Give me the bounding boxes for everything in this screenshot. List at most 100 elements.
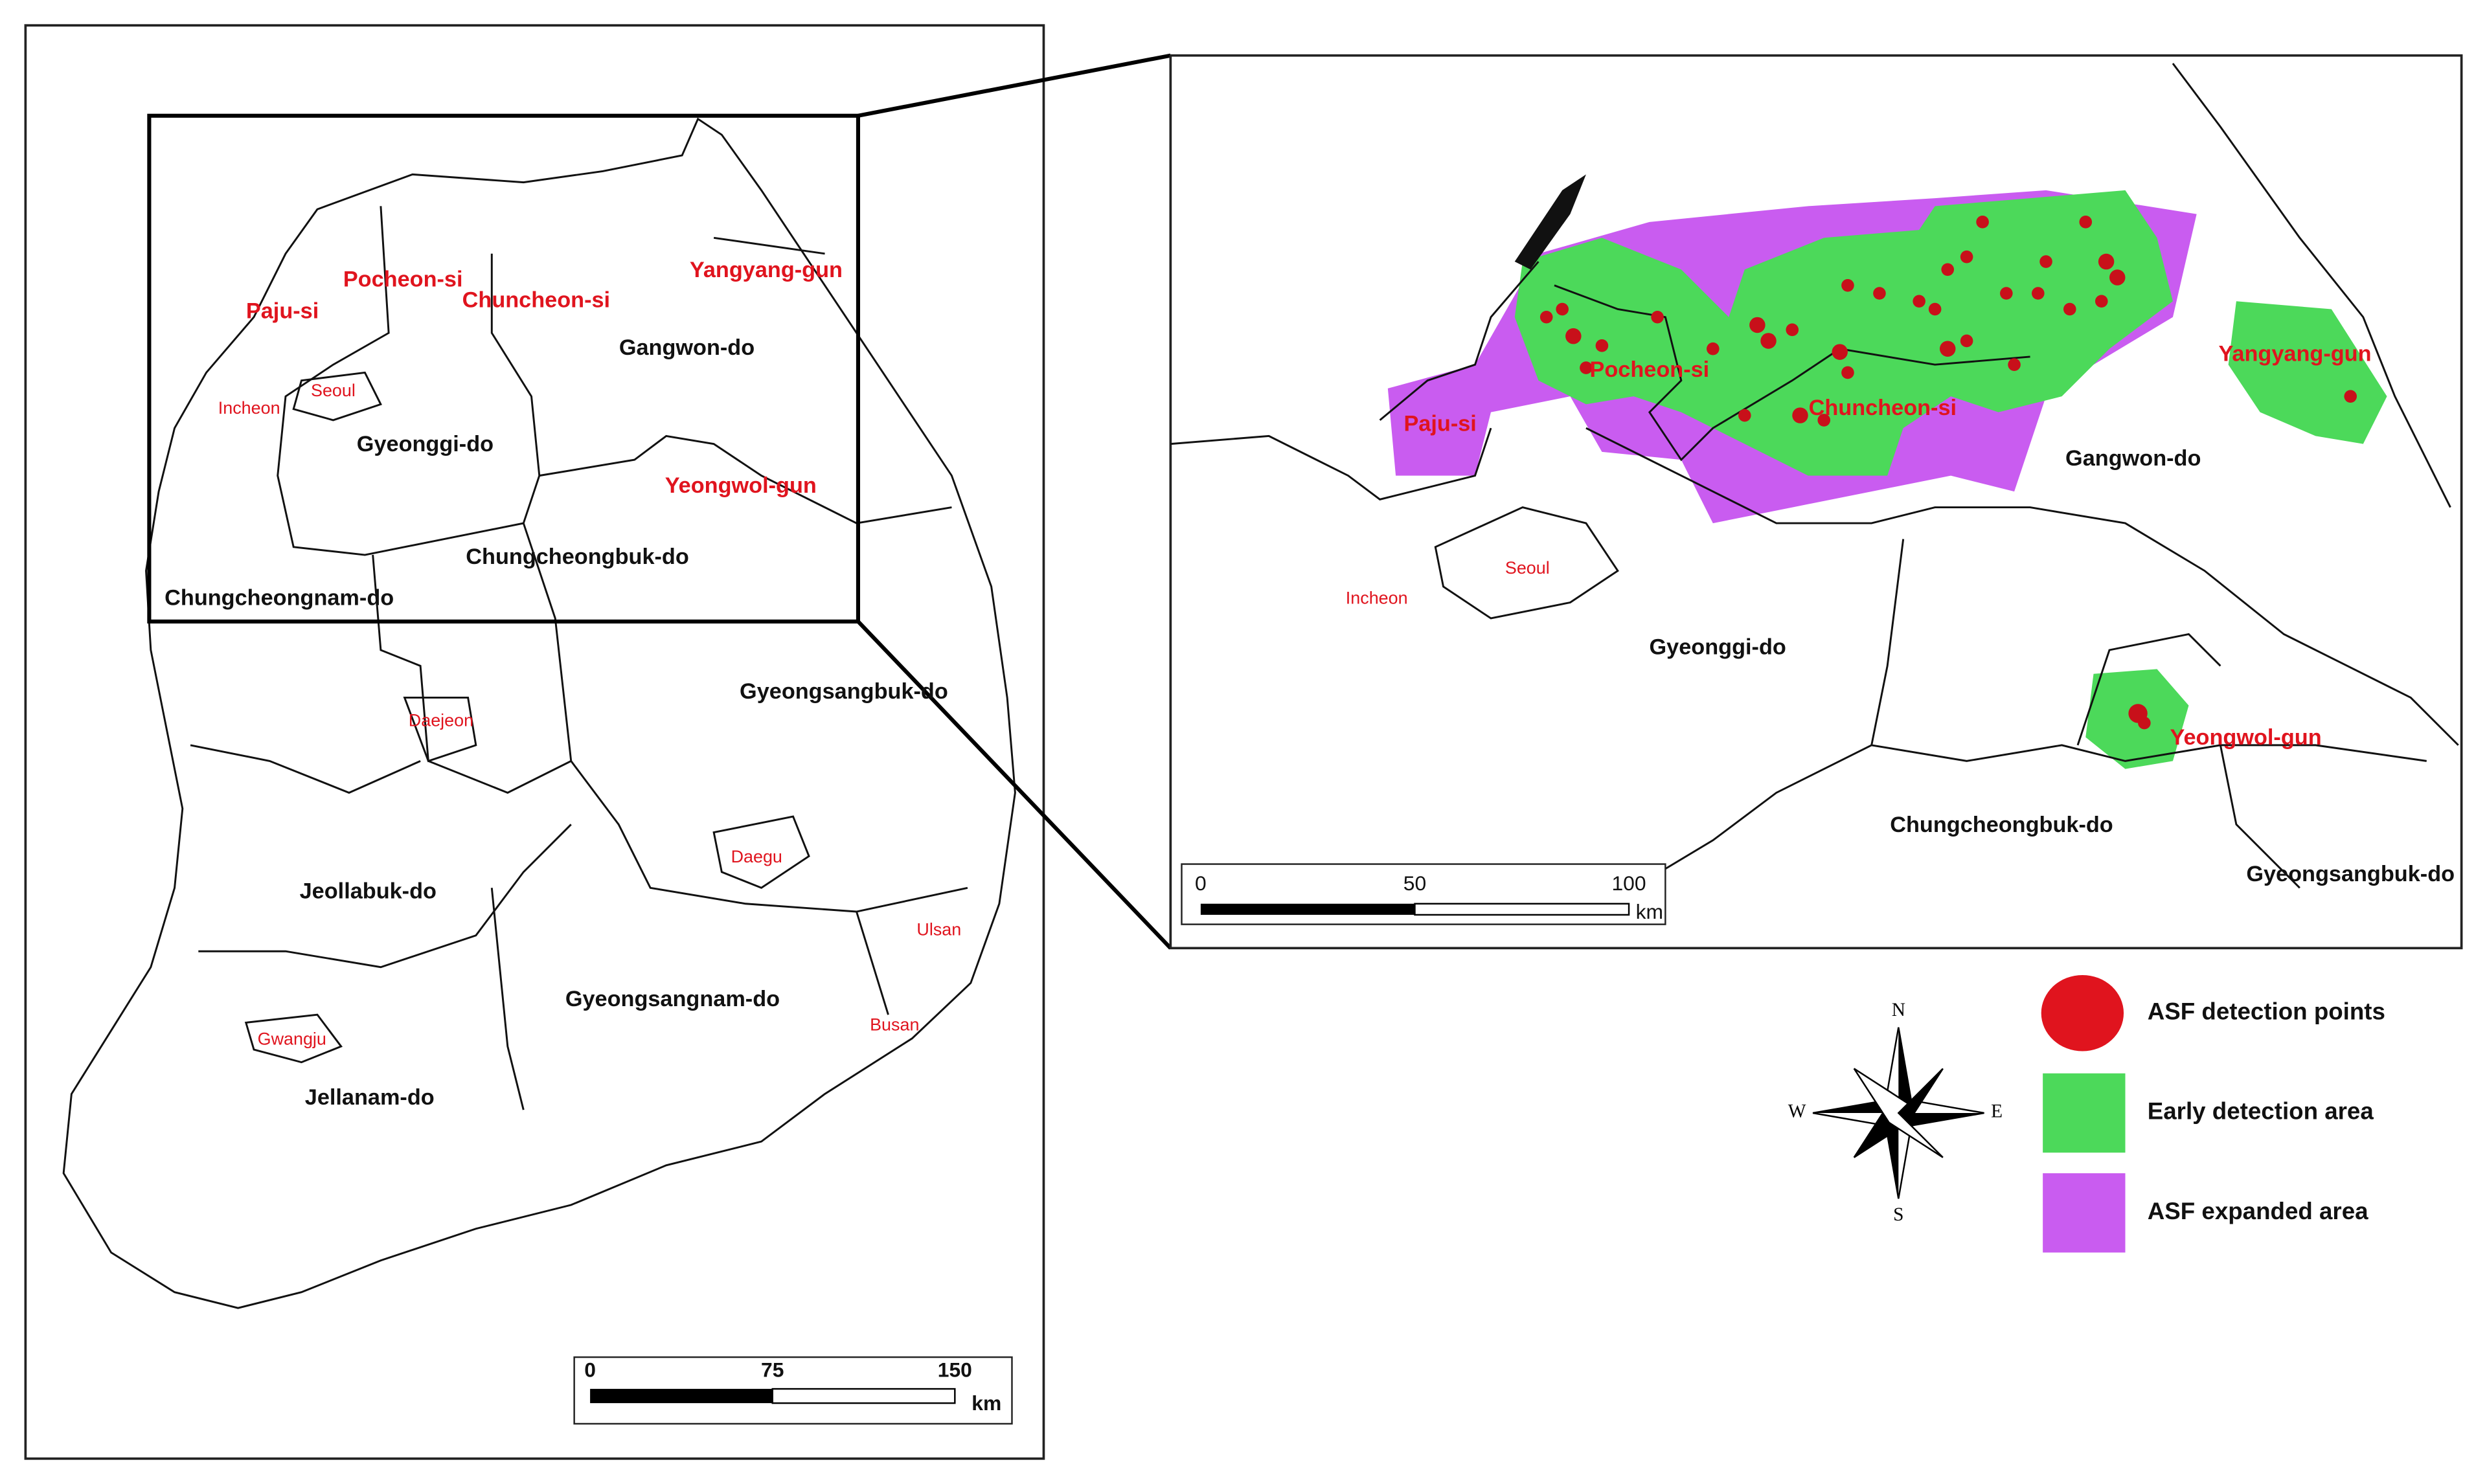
point	[2032, 287, 2045, 300]
compass-label: S	[1893, 1204, 1903, 1225]
compass-label: N	[1892, 1000, 1905, 1020]
point	[2095, 295, 2108, 308]
place-label: Daegu	[731, 847, 782, 866]
place-label: Paju-si	[246, 298, 319, 323]
point	[2063, 302, 2076, 316]
place-label: Incheon	[218, 398, 280, 418]
legend-label: ASF expanded area	[2148, 1198, 2368, 1224]
overview-frame	[24, 24, 1045, 1460]
region-label: Jeollabuk-do	[300, 879, 437, 904]
province-boundaries	[190, 206, 968, 1110]
region-label: Gyeongsangbuk-do	[740, 679, 948, 704]
point	[1786, 323, 1799, 337]
region-label: Gyeongsangbuk-do	[2246, 862, 2455, 886]
scale-unit: km	[1636, 900, 1663, 923]
legend-label: ASF detection points	[2148, 998, 2385, 1024]
place-label: Pocheon-si	[343, 267, 463, 291]
point	[1539, 310, 1553, 324]
place-label: Incheon	[1346, 589, 1408, 608]
place-label: Seoul	[1505, 558, 1550, 578]
legend-swatch	[2041, 974, 2124, 1051]
region-label: Chungcheongbuk-do	[1890, 813, 2113, 837]
region-label: Gangwon-do	[619, 335, 755, 360]
point	[1760, 333, 1777, 349]
place-label: Seoul	[311, 381, 356, 400]
point	[1595, 339, 1609, 352]
scale-tick: 0	[584, 1358, 596, 1382]
coast-detail	[1514, 174, 1586, 270]
legend-swatch	[2043, 1073, 2126, 1153]
point	[1873, 287, 1886, 300]
region-label: Chungcheongbuk-do	[466, 545, 689, 569]
point	[1792, 407, 1808, 423]
place-label: Pocheon-si	[1590, 357, 1710, 382]
point	[2008, 358, 2021, 371]
region-label: Jellanam-do	[305, 1085, 435, 1110]
compass-rose	[1812, 1027, 1984, 1199]
point	[1913, 295, 1925, 308]
point	[1941, 263, 1955, 276]
point	[1817, 414, 1831, 427]
point	[1749, 317, 1766, 333]
detail-boundaries	[1170, 63, 2459, 889]
scale-bar	[1414, 903, 1630, 916]
place-label: Yangyang-gun	[690, 258, 843, 282]
point	[2000, 287, 2013, 300]
place-label: Yeongwol-gun	[2170, 725, 2322, 750]
scale-tick: 0	[1195, 871, 1207, 895]
region-label: Gyeonggi-do	[357, 432, 494, 456]
scale-bar	[1200, 903, 1415, 915]
point	[1976, 216, 1989, 229]
point	[1651, 310, 1664, 324]
scale-tick: 50	[1403, 871, 1426, 895]
point	[1841, 278, 1854, 292]
early-area	[1514, 190, 2173, 476]
region-label: Gangwon-do	[2065, 446, 2201, 471]
detection-points	[1539, 216, 2357, 730]
point	[2344, 390, 2357, 403]
legend: ASF detection points Early detection area…	[2041, 974, 2385, 1253]
scale-tick: 150	[938, 1358, 972, 1382]
point	[1556, 302, 1569, 316]
compass-star	[1898, 1027, 1911, 1113]
scale-bar	[590, 1389, 773, 1404]
early-area	[2085, 301, 2387, 769]
point	[2079, 216, 2093, 229]
point	[1580, 361, 1593, 374]
region-label: Chungcheongnam-do	[165, 586, 394, 611]
place-label: Ulsan	[916, 920, 961, 939]
point	[2109, 269, 2126, 286]
legend-swatch	[2043, 1173, 2126, 1253]
place-label: Yangyang-gun	[2218, 342, 2371, 366]
place-label: Daejeon	[409, 710, 473, 730]
compass-label: W	[1788, 1101, 1806, 1122]
point	[1939, 341, 1956, 357]
scale-tick: 100	[1611, 871, 1646, 895]
point	[1960, 250, 1973, 264]
place-label: Yeongwol-gun	[665, 473, 817, 498]
city-boundaries	[244, 371, 810, 1064]
point	[2039, 255, 2052, 268]
place-label: Chuncheon-si	[462, 287, 610, 312]
compass-star	[1898, 1113, 1984, 1126]
region-label: Gyeongsangnam-do	[565, 987, 780, 1011]
scale-bar	[771, 1388, 956, 1404]
compass-label: E	[1991, 1101, 2003, 1122]
point	[1565, 328, 1582, 344]
point	[1707, 342, 1720, 355]
point	[1832, 344, 1848, 360]
point	[2098, 253, 2115, 270]
compass-star	[1853, 1068, 1944, 1158]
point	[1928, 302, 1942, 316]
connector-line	[856, 620, 1172, 950]
point	[1738, 409, 1751, 422]
place-label: Paju-si	[1403, 411, 1476, 436]
inset-box	[147, 113, 861, 624]
connector-line	[857, 53, 1171, 118]
place-label: Gwangju	[258, 1029, 326, 1048]
peninsula-outline	[62, 117, 1016, 1309]
scale-unit: km	[971, 1391, 1001, 1415]
point	[1960, 334, 1973, 348]
region-label: Gyeonggi-do	[1650, 635, 1786, 660]
